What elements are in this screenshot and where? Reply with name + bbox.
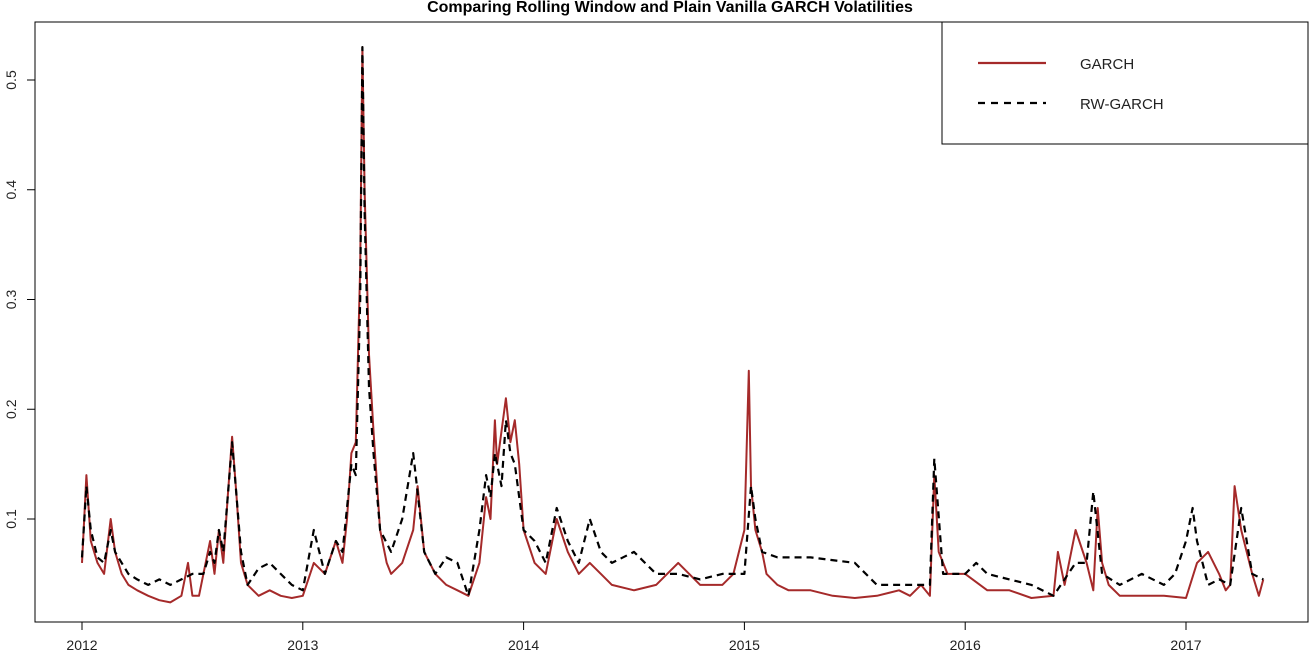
- chart-title: Comparing Rolling Window and Plain Vanil…: [427, 0, 913, 16]
- plot-area-border: [34, 21, 1309, 623]
- x-axis: 2012 2013 2014 2015 2016 2017: [66, 622, 1202, 653]
- y-tick-label: 0.1: [3, 509, 19, 529]
- y-tick-label: 0.2: [3, 399, 19, 419]
- legend: GARCH RW-GARCH: [941, 21, 1309, 145]
- series-layer: [80, 45, 1265, 604]
- x-tick-label: 2012: [66, 637, 97, 653]
- y-tick-label: 0.3: [3, 290, 19, 310]
- legend-box: [941, 21, 1309, 145]
- series-line-rw-garch: [80, 45, 1264, 597]
- x-tick-label: 2017: [1170, 637, 1201, 653]
- x-tick-label: 2016: [950, 637, 981, 653]
- x-tick-label: 2015: [729, 637, 760, 653]
- legend-label-garch: GARCH: [1080, 56, 1134, 73]
- series-line-garch: [81, 46, 1265, 604]
- x-tick-label: 2014: [508, 637, 539, 653]
- y-tick-label: 0.4: [3, 180, 19, 200]
- y-tick-label: 0.5: [3, 70, 19, 90]
- legend-label-rw-garch: RW-GARCH: [1080, 96, 1164, 113]
- y-axis: 0.1 0.2 0.3 0.4 0.5: [3, 70, 35, 529]
- x-tick-label: 2013: [287, 637, 318, 653]
